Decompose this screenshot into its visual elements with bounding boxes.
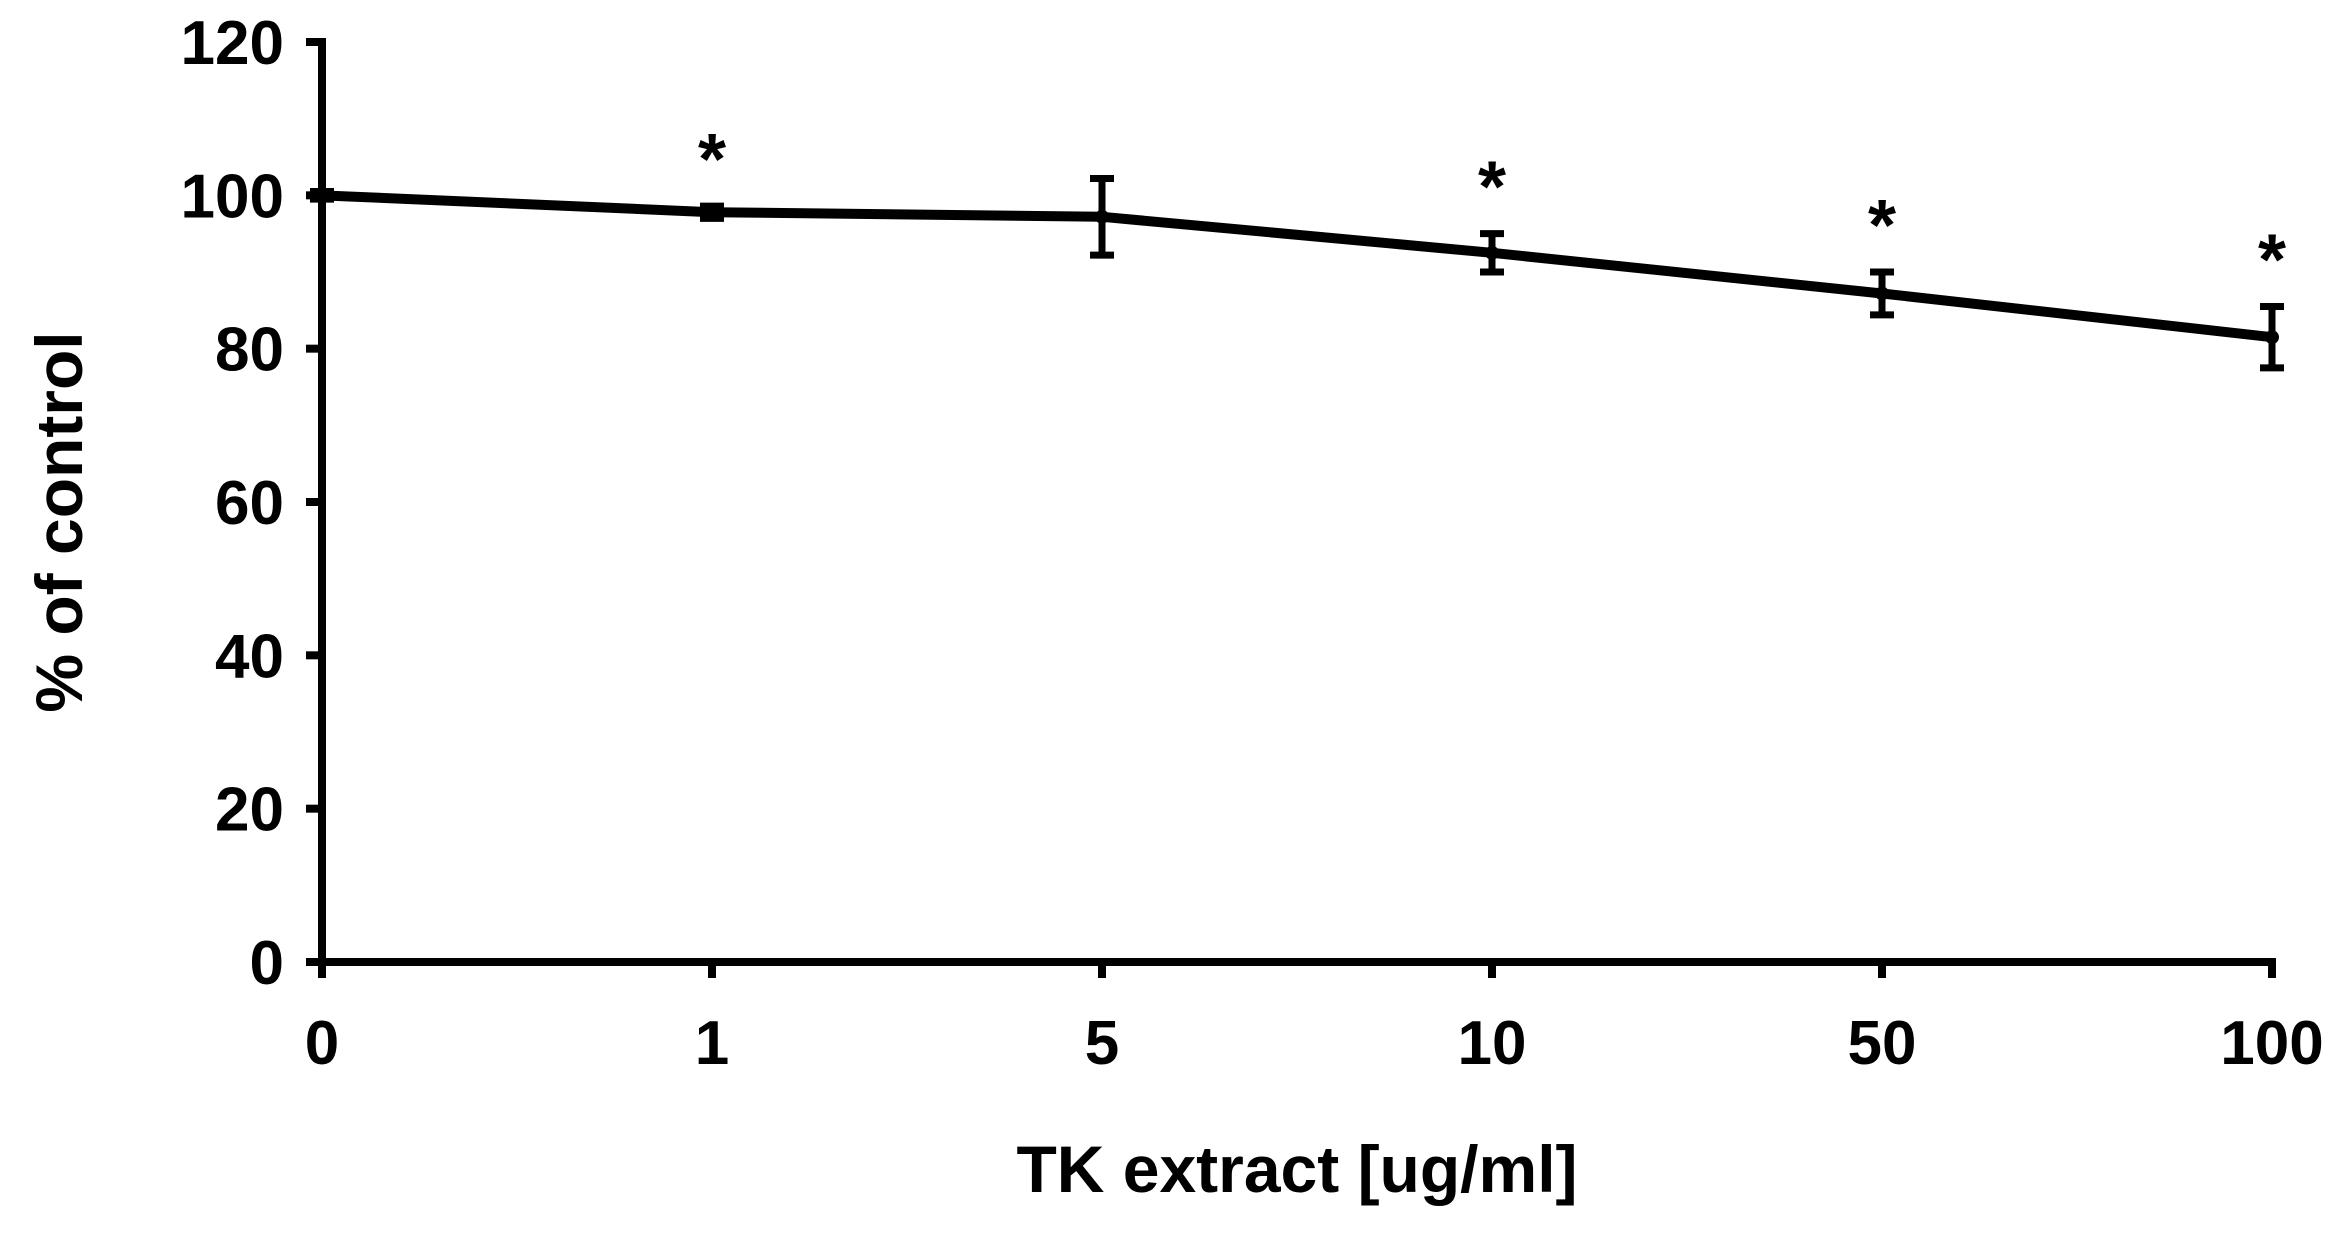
series-group: * * * * xyxy=(310,120,2286,372)
data-point xyxy=(705,205,719,220)
y-tick-label: 20 xyxy=(215,776,284,845)
x-axis-ticks: 0 1 5 10 50 100 xyxy=(305,962,2324,1078)
data-point xyxy=(2265,330,2279,345)
x-tick-label: 5 xyxy=(1085,1009,1119,1078)
y-tick-label: 60 xyxy=(215,469,284,538)
x-tick-label: 100 xyxy=(2220,1009,2323,1078)
y-tick-label: 40 xyxy=(215,622,284,691)
data-point xyxy=(1875,286,1889,301)
data-point xyxy=(1095,209,1109,224)
significance-marker: * xyxy=(2258,221,2286,301)
y-axis-title: % of control xyxy=(22,331,96,712)
x-tick-label: 10 xyxy=(1458,1009,1527,1078)
y-tick-label: 100 xyxy=(181,162,284,231)
series-line xyxy=(321,190,2273,343)
y-axis-ticks: 0 20 40 60 80 100 120 xyxy=(181,9,322,998)
data-point xyxy=(1485,245,1499,260)
x-tick-label: 1 xyxy=(695,1009,729,1078)
y-tick-label: 120 xyxy=(181,9,284,78)
x-tick-label: 50 xyxy=(1848,1009,1917,1078)
significance-marker: * xyxy=(1478,148,1506,228)
significance-marker: * xyxy=(1868,186,1896,266)
y-tick-label: 0 xyxy=(250,929,284,998)
x-axis-title: TK extract [ug/ml] xyxy=(1016,1132,1577,1206)
data-point xyxy=(315,188,329,203)
significance-marker: * xyxy=(698,120,726,200)
y-tick-label: 80 xyxy=(215,316,284,385)
x-tick-label: 0 xyxy=(305,1009,339,1078)
